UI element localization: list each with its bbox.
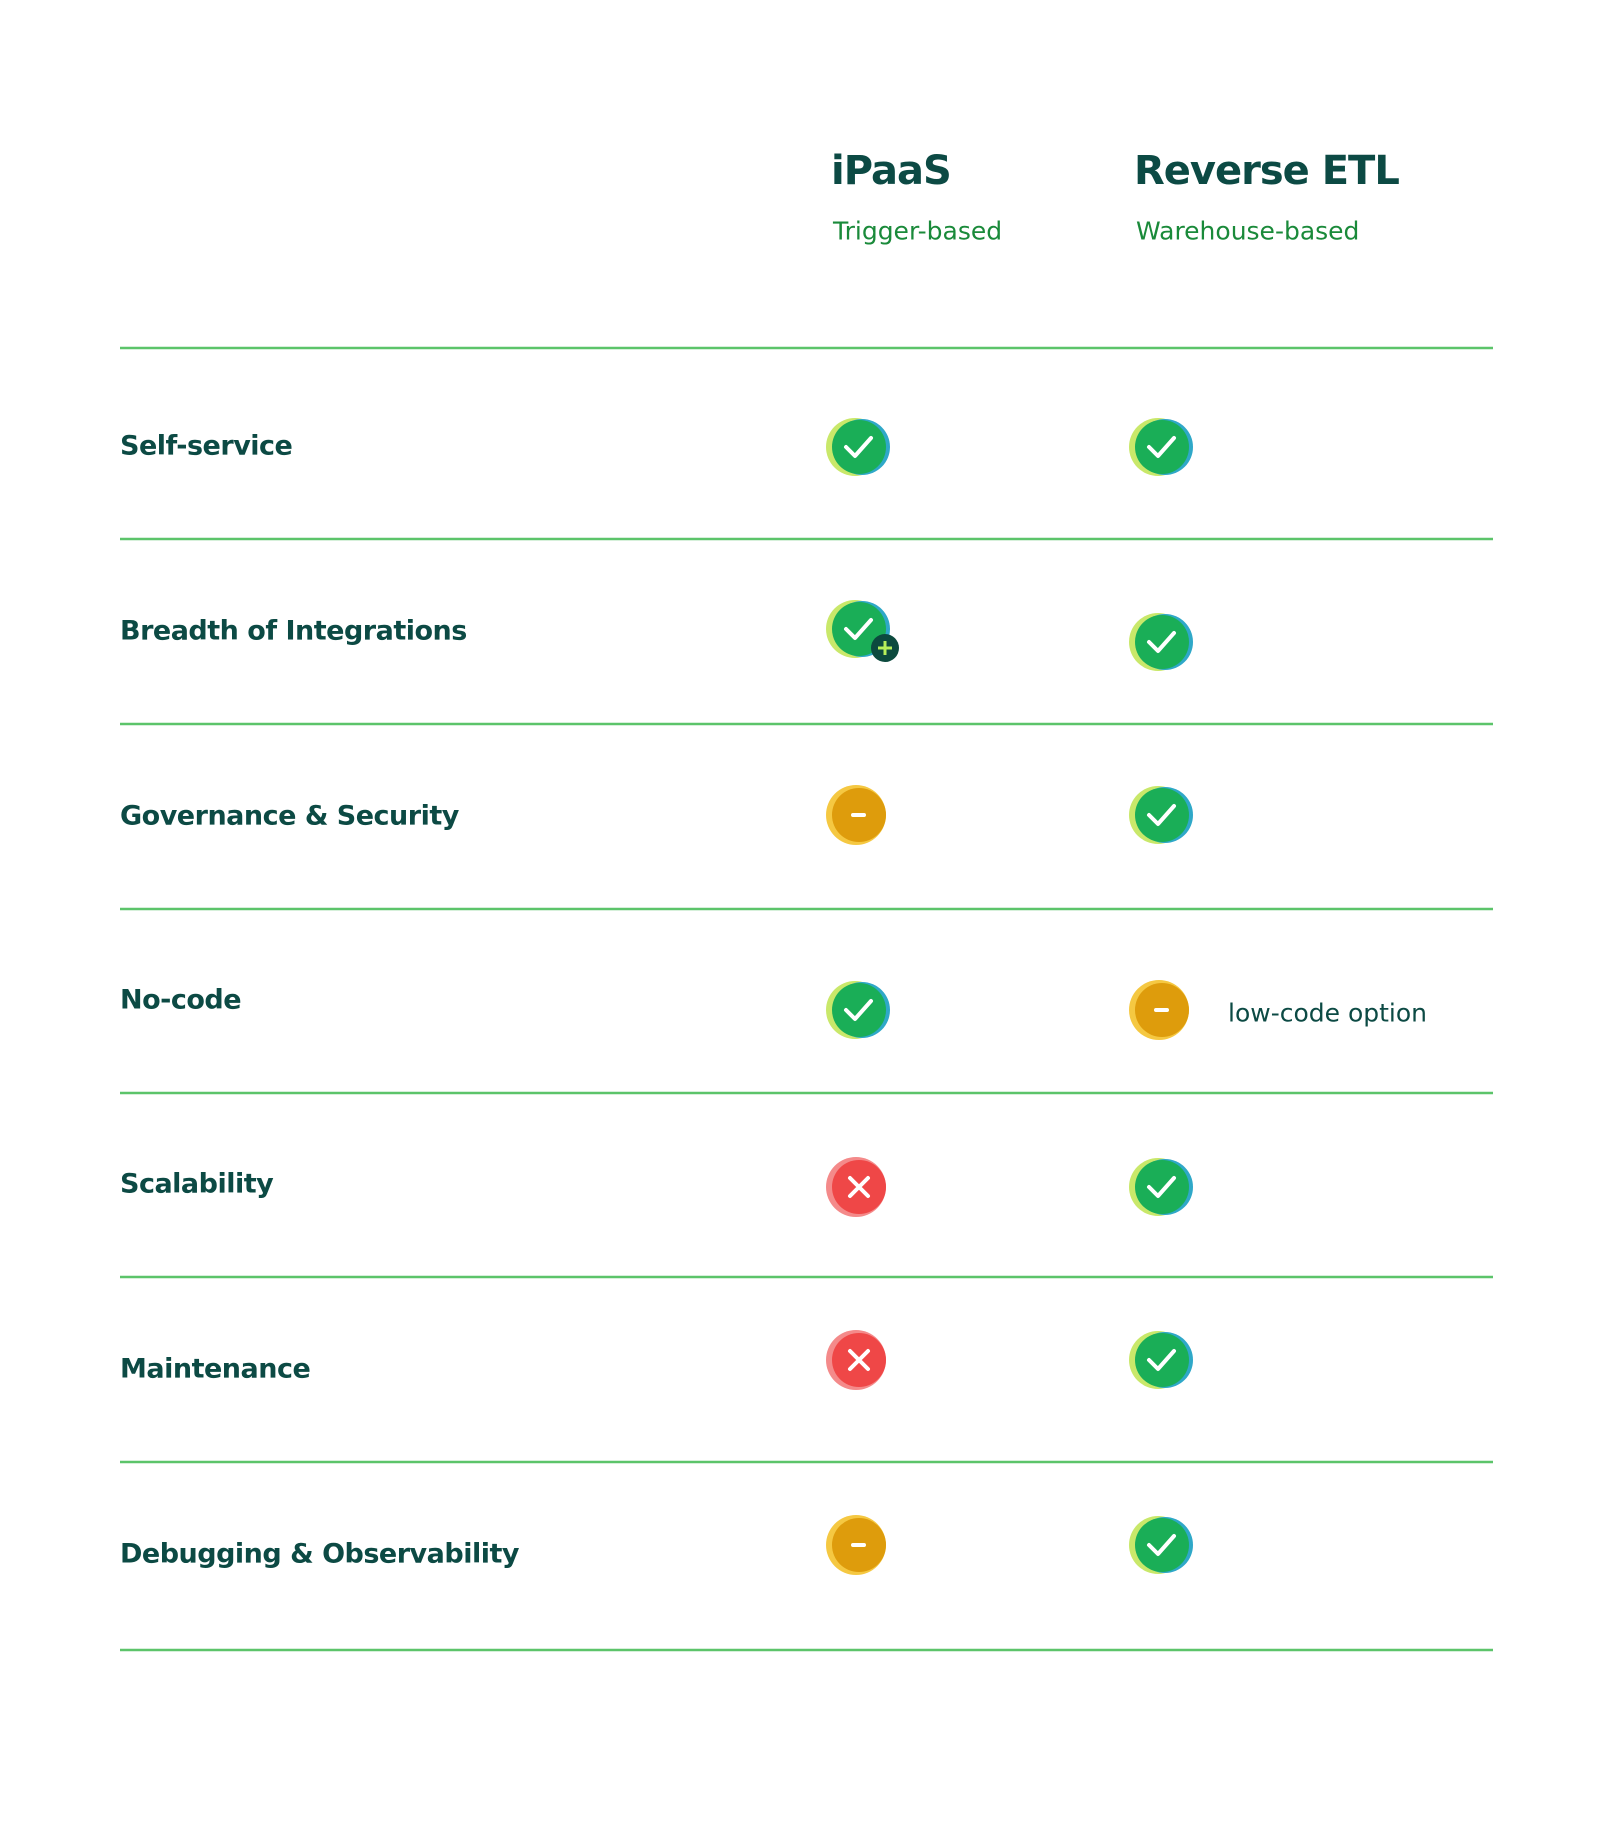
row-label: Breadth of Integrations: [120, 615, 467, 647]
column-title: Reverse ETL: [1134, 148, 1400, 194]
column-subtitle: Warehouse-based: [1136, 216, 1360, 246]
row-label: Maintenance: [120, 1353, 311, 1385]
row-label: Self-service: [120, 430, 293, 462]
column-subtitle: Trigger-based: [833, 216, 1003, 246]
row-note: low-code option: [1228, 998, 1427, 1028]
row-label: No-code: [120, 984, 242, 1016]
row-label: Debugging & Observability: [120, 1538, 519, 1570]
column-title: iPaaS: [831, 148, 952, 194]
row-dividers: [120, 346, 1493, 1652]
status-icons: [826, 416, 1193, 1576]
row-label: Scalability: [120, 1168, 274, 1200]
row-label: Governance & Security: [120, 800, 459, 832]
